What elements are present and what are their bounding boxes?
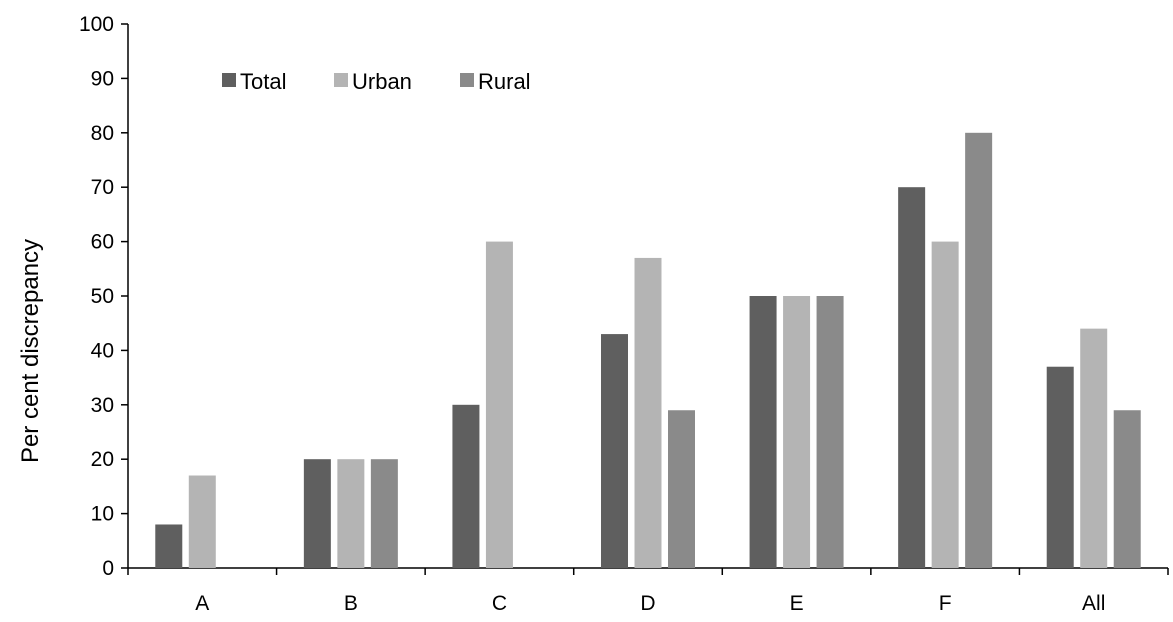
y-tick-label: 40	[91, 339, 114, 362]
y-axis-title: Per cent discrepancy	[17, 239, 44, 463]
bar-total-d	[601, 334, 628, 568]
x-tick-label: E	[790, 592, 804, 615]
bar-total-e	[749, 296, 777, 568]
y-tick-label: 10	[91, 503, 114, 526]
legend-swatch-rural	[460, 73, 474, 87]
bar-total-b	[303, 459, 331, 568]
legend-label-urban: Urban	[352, 69, 412, 94]
bar-rural-e	[816, 296, 844, 568]
y-tick-label: 0	[102, 557, 114, 580]
x-tick-label: F	[939, 592, 952, 615]
legend: Total Urban Rural	[222, 69, 531, 94]
y-tick-label: 90	[91, 67, 114, 90]
bars	[155, 132, 1141, 569]
bar-total-f	[898, 187, 926, 568]
x-tick-label: C	[492, 592, 507, 615]
bar-total-a	[155, 524, 183, 568]
bar-urban-a	[188, 475, 216, 568]
y-tick-label: 20	[91, 448, 114, 471]
bar-rural-d	[668, 410, 695, 568]
bar-rural-all	[1113, 410, 1141, 568]
bar-urban-d	[634, 257, 662, 568]
x-tick-label: D	[640, 592, 655, 615]
bar-urban-all	[1080, 328, 1108, 568]
bar-total-all	[1046, 366, 1074, 568]
y-tick-label: 30	[91, 394, 114, 417]
y-tick-label: 60	[91, 231, 114, 254]
y-tick-label: 80	[91, 122, 114, 145]
legend-swatch-urban	[334, 73, 348, 87]
legend-label-total: Total	[240, 69, 286, 94]
legend-swatch-total	[222, 73, 236, 87]
x-axis: A B C D E F All	[127, 567, 1169, 615]
bar-rural-f	[965, 132, 993, 569]
x-tick-label: B	[344, 592, 358, 615]
x-tick-label: All	[1082, 592, 1105, 615]
x-tick-label: A	[195, 592, 209, 615]
y-tick-label: 100	[79, 13, 114, 36]
bar-total-c	[452, 404, 480, 568]
y-tick-label: 50	[91, 285, 114, 308]
bar-urban-f	[931, 241, 959, 568]
y-tick-label: 70	[91, 176, 114, 199]
bar-urban-e	[783, 296, 811, 568]
legend-label-rural: Rural	[478, 69, 531, 94]
bar-urban-b	[337, 459, 365, 568]
bar-urban-c	[485, 241, 513, 568]
y-axis: 0 10 20 30 40 50 60 70 80 90 100	[79, 13, 129, 580]
bar-rural-b	[370, 459, 398, 568]
